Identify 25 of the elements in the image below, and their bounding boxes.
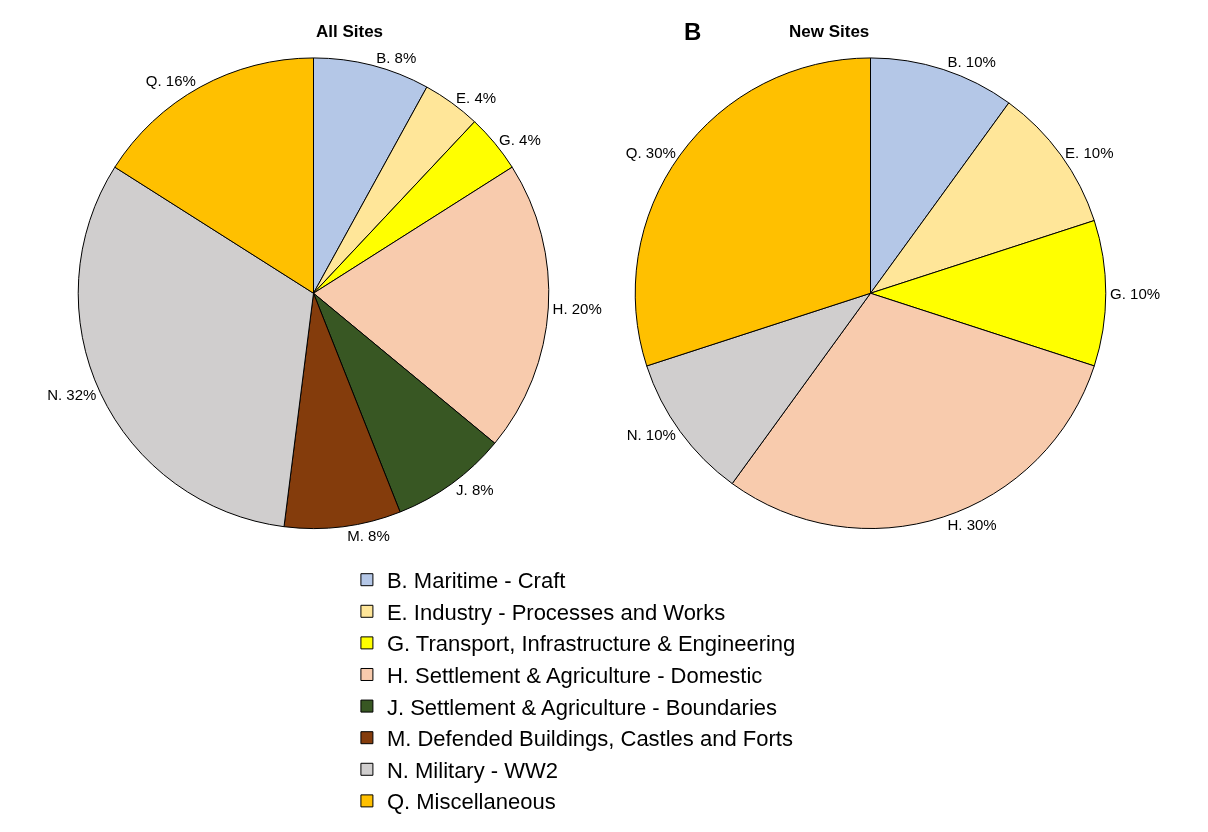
text: B [684, 18, 702, 45]
data-label: Q. 16% [145, 72, 196, 90]
data-label: J. 8% [456, 480, 494, 498]
data-label: H. 30% [947, 516, 997, 534]
data-label: E. 4% [456, 88, 497, 106]
data-label: G. 4% [499, 131, 541, 149]
data-label: G. 10% [1110, 284, 1161, 302]
data-label: B. 10% [947, 53, 996, 71]
data-label: M. 8% [347, 526, 390, 544]
legend-label: J. Settlement & Agriculture - Boundaries [386, 694, 778, 720]
legend-label: Q. Miscellaneous [386, 789, 556, 815]
legend-label: N. Military - WW2 [386, 757, 559, 783]
data-label: Q. 30% [625, 143, 676, 161]
data-label: N. 10% [626, 425, 676, 443]
data-label: B. 8% [376, 48, 417, 66]
data-label: E. 10% [1065, 143, 1114, 161]
chart-title: All Sites [316, 22, 384, 41]
legend-label: G. Transport, Infrastructure & Engineering [386, 631, 796, 657]
data-label: N. 32% [47, 386, 97, 404]
chart-title: New Sites [789, 22, 870, 41]
legend-label: M. Defended Buildings, Castles and Forts [386, 726, 793, 752]
data-label: H. 20% [552, 299, 602, 317]
legend-label: E. Industry - Processes and Works [386, 599, 726, 625]
legend-label: B. Maritime - Craft [386, 568, 566, 594]
legend-label: H. Settlement & Agriculture - Domestic [386, 663, 763, 689]
